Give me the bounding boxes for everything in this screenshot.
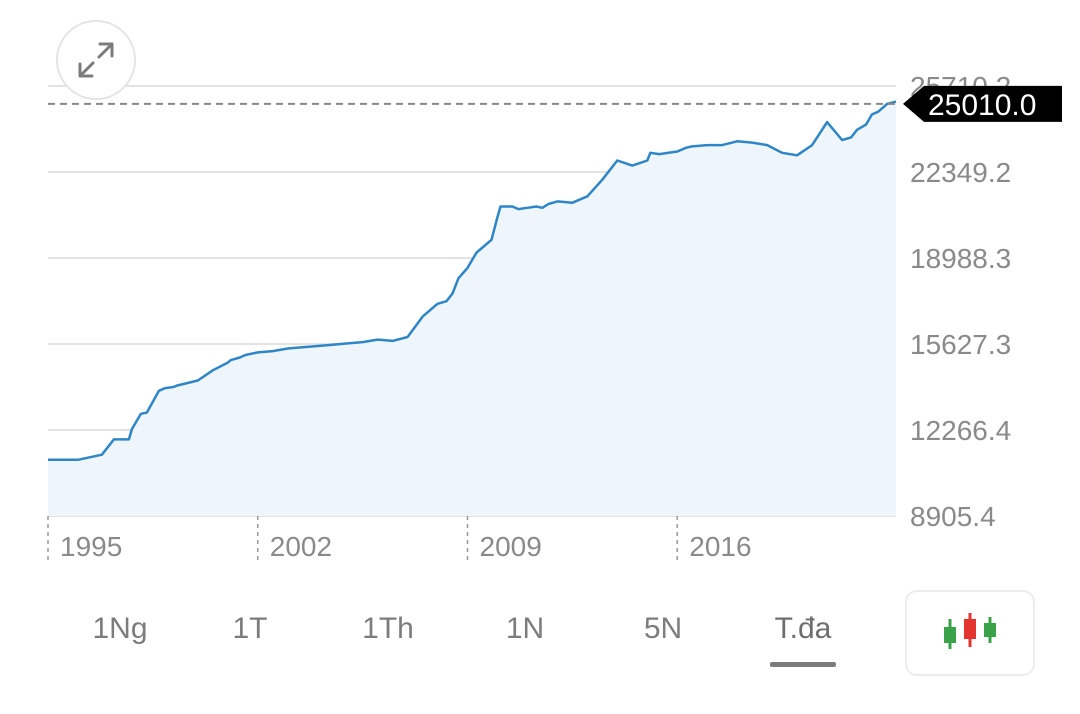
y-tick-label: 22349.2 — [910, 157, 1011, 188]
range-1th[interactable]: 1Th — [362, 612, 414, 645]
y-tick-label: 12266.4 — [910, 415, 1011, 446]
range-max[interactable]: T.đa — [774, 612, 832, 645]
x-tick-label: 2009 — [480, 531, 542, 562]
current-price-badge — [903, 85, 1062, 122]
current-price-label: 25010.0 — [928, 89, 1036, 122]
y-tick-label: 18988.3 — [910, 243, 1011, 274]
range-1t[interactable]: 1T — [232, 612, 268, 645]
series-line — [48, 100, 897, 462]
chart-type-button[interactable] — [905, 590, 1035, 676]
expand-icon — [78, 42, 114, 78]
x-tick-label: 1995 — [60, 531, 122, 562]
series-area — [48, 101, 896, 516]
current-price-marker: 25010.0 — [48, 85, 1062, 122]
x-axis-ticks: 1995 2002 2009 2016 — [47, 516, 752, 562]
range-selector: 1Ng 1T 1Th 1N 5N T.đa — [40, 600, 880, 680]
area-layer — [48, 101, 896, 516]
range-5n[interactable]: 5N — [643, 612, 683, 645]
y-tick-label: 8905.4 — [910, 501, 996, 532]
x-tick-label: 2002 — [270, 531, 332, 562]
active-range-underline — [770, 662, 836, 667]
line-layer — [48, 100, 897, 462]
y-tick-label: 15627.3 — [910, 329, 1011, 360]
expand-button[interactable] — [56, 20, 136, 100]
x-tick-label: 2016 — [689, 531, 751, 562]
candlestick-icon — [944, 613, 996, 649]
y-axis-ticks: 25710.222349.218988.315627.312266.48905.… — [910, 71, 1011, 532]
range-1n[interactable]: 1N — [505, 612, 545, 645]
range-1ng[interactable]: 1Ng — [92, 612, 148, 645]
